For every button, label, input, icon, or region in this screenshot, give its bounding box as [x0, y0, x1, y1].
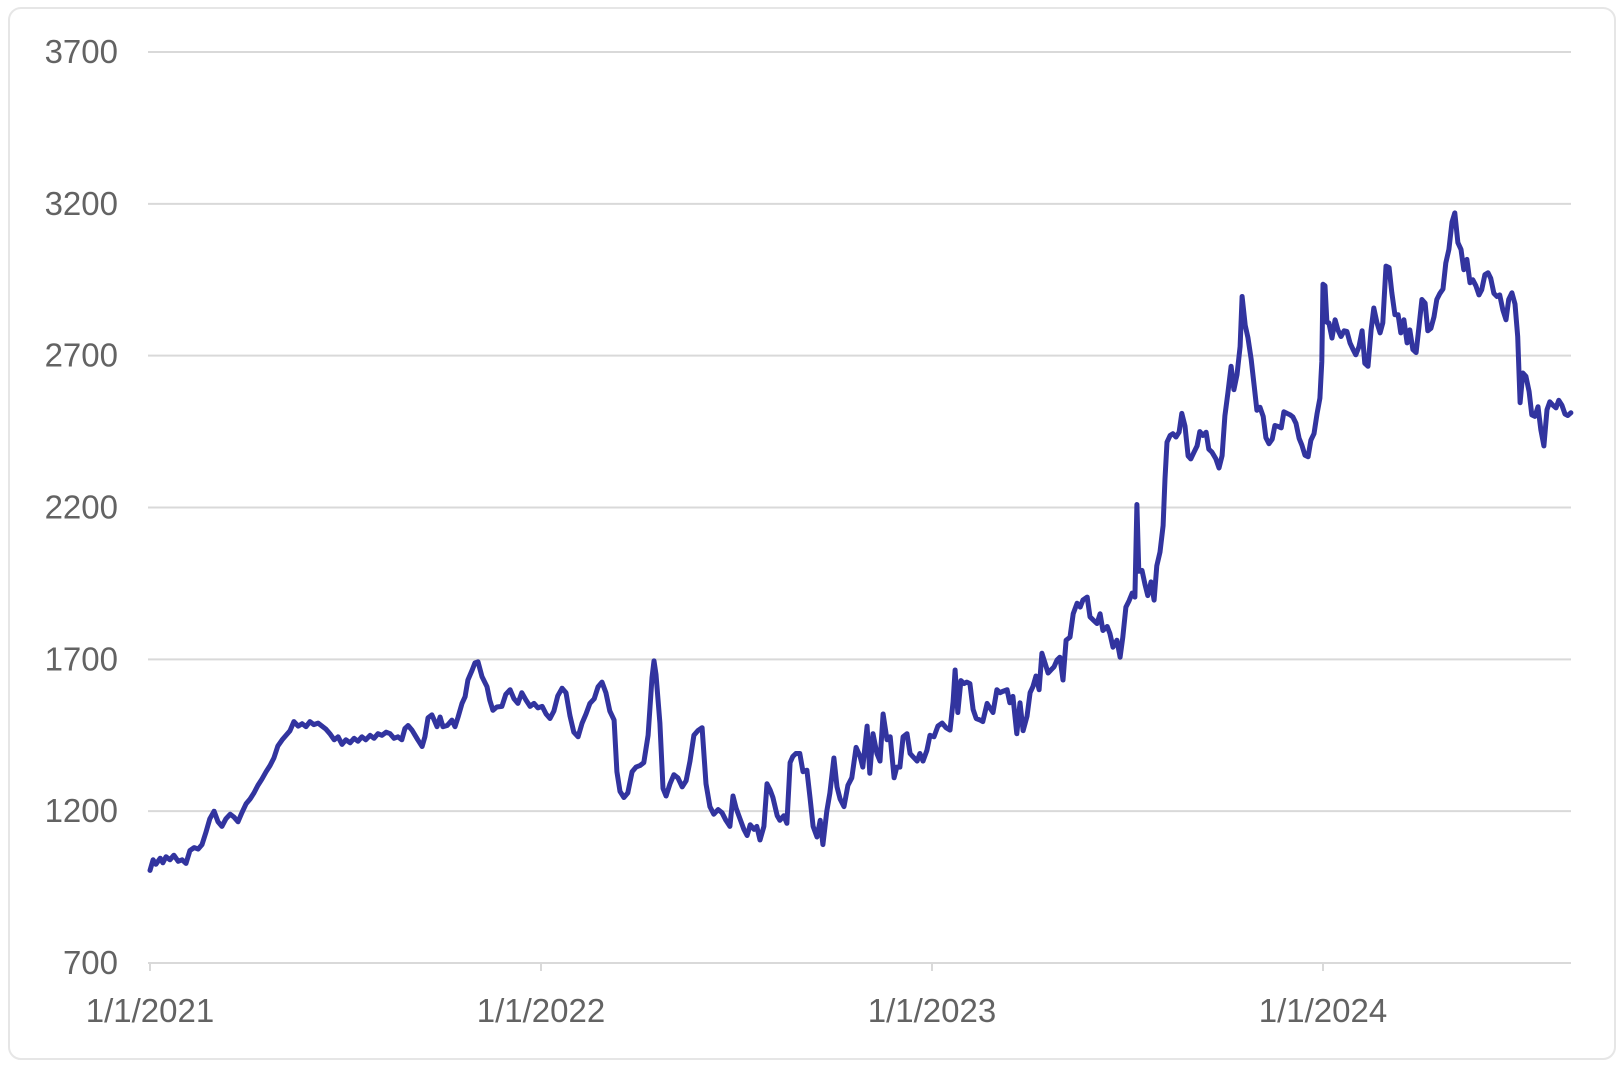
chart-border — [8, 7, 1616, 1060]
y-axis-tick-label: 1700 — [45, 640, 118, 677]
y-axis-tick-label: 2200 — [45, 489, 118, 526]
y-axis-labels: 3700 3200 2700 2200 1700 1200 700 — [45, 33, 118, 981]
y-axis-tick-label: 3200 — [45, 185, 118, 222]
y-axis-tick-label: 3700 — [45, 33, 118, 70]
price-series-line — [147, 210, 1574, 873]
x-axis — [149, 963, 1324, 971]
x-axis-tick-label: 1/1/2023 — [868, 992, 996, 1029]
y-axis-tick-label: 700 — [63, 944, 118, 981]
x-axis-tick-label: 1/1/2024 — [1259, 992, 1387, 1029]
x-axis-tick-label: 1/1/2021 — [86, 992, 214, 1029]
gridlines — [148, 51, 1571, 964]
x-axis-labels: 1/1/2021 1/1/2022 1/1/2023 1/1/2024 — [86, 992, 1387, 1029]
y-axis-tick-label: 2700 — [45, 337, 118, 374]
x-axis-tick-label: 1/1/2022 — [477, 992, 605, 1029]
y-axis-tick-label: 1200 — [45, 792, 118, 829]
